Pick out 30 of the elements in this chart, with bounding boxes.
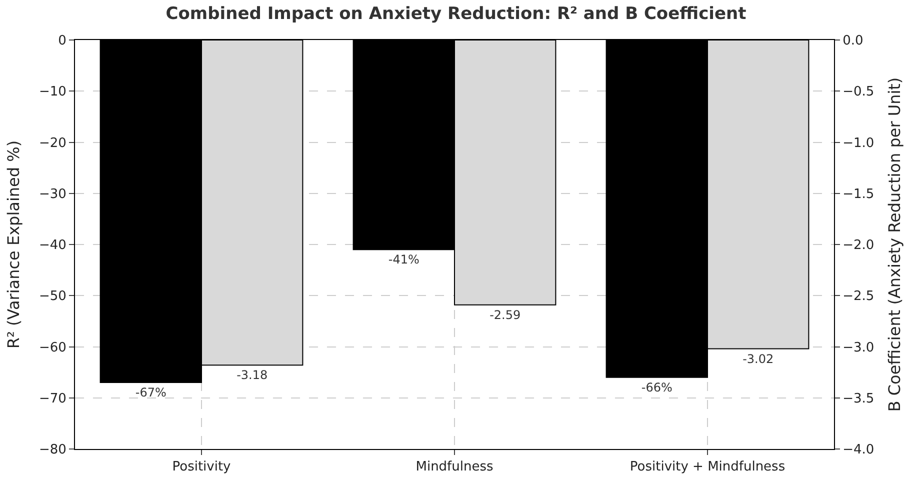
y2-tick-label: −1.5 — [842, 186, 874, 202]
chart-title: Combined Impact on Anxiety Reduction: R² and B Coefficient — [166, 4, 746, 24]
data-label: -3.18 — [236, 368, 268, 382]
y2-tick-label: −2.5 — [842, 289, 874, 304]
y-tick-label: −20 — [38, 136, 66, 151]
y-tick-label: −40 — [38, 238, 66, 254]
y-axis-title: R² (Variance Explained %) — [4, 140, 23, 349]
y2-tick-label: −0.5 — [842, 84, 874, 100]
data-label: -2.59 — [490, 308, 521, 322]
y-tick-label: −50 — [38, 289, 66, 304]
y2-axis-title: B Coefficient (Anxiety Reduction per Unit) — [884, 77, 904, 412]
y-tick-label: 0 — [58, 34, 66, 49]
y2-tick-label: −3.5 — [842, 391, 874, 406]
data-label: -41% — [388, 252, 420, 267]
data-label: -3.02 — [742, 352, 774, 366]
x-tick-label: Mindfulness — [416, 460, 494, 475]
y-tick-label: −70 — [38, 391, 66, 406]
data-label: -66% — [641, 380, 672, 394]
data-label: -67% — [135, 386, 166, 400]
y-tick-label: −10 — [38, 84, 66, 100]
x-tick-label: Positivity + Mindfulness — [630, 460, 786, 475]
y2-tick-label: −2.0 — [842, 238, 874, 254]
y-tick-label: −30 — [38, 186, 66, 202]
y2-tick-label: −1.0 — [842, 136, 874, 151]
y2-tick-label: −3.0 — [842, 340, 874, 356]
y2-tick-label: −4.0 — [842, 442, 874, 458]
x-tick-label: Positivity — [172, 460, 232, 475]
y-tick-label: −60 — [38, 340, 66, 356]
y-tick-label: −80 — [38, 442, 66, 458]
y2-tick-label: 0.0 — [842, 34, 864, 49]
